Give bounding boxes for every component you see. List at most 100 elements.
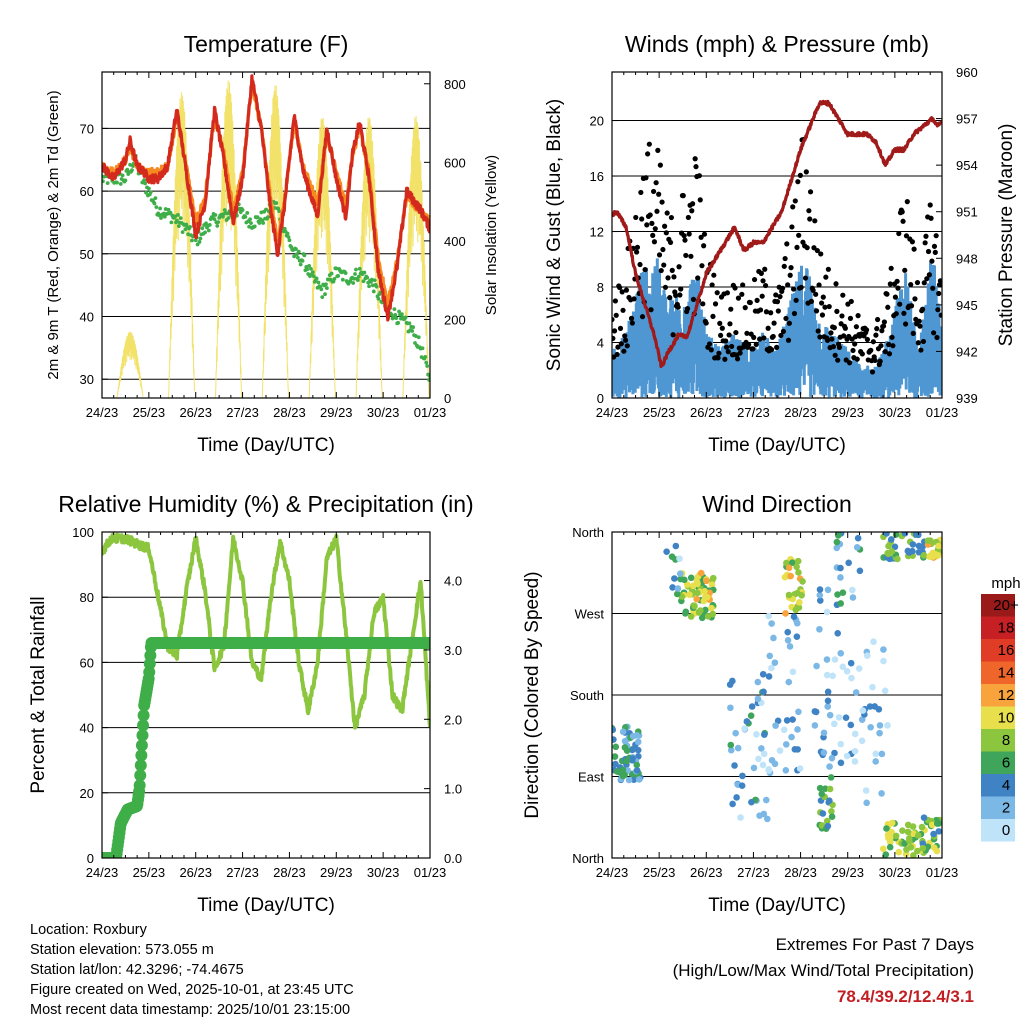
direction-point [783,717,791,724]
gust-point [868,347,874,353]
dewpoint-point [314,276,319,281]
gust-point [633,214,639,221]
x-tick-label: 26/23 [179,405,212,420]
dewpoint-point [118,182,123,186]
gust-point [639,216,645,222]
direction-point [883,825,890,832]
direction-point [824,703,832,710]
gust-point [669,267,675,273]
x-tick-label: 25/23 [643,405,676,420]
direction-point [635,776,643,783]
gust-point [697,197,703,203]
gust-point [914,279,921,286]
y-tick-label: 0 [87,851,94,866]
direction-point [619,728,627,736]
gust-point [793,297,799,303]
gust-point [840,292,846,298]
winds-ylabel: Sonic Wind & Gust (Blue, Black) [544,99,565,371]
direction-point [904,821,912,829]
gust-point [709,282,715,288]
direction-point [827,774,835,781]
direction-point [698,614,706,622]
gust-point [921,280,927,286]
gust-point [724,290,731,296]
dewpoint-point [200,226,205,231]
y-tick-label: 8 [597,280,604,295]
precip-series [102,636,430,858]
gust-point [820,294,826,300]
direction-xlabel: Time (Day/UTC) [708,895,846,916]
direction-point [634,746,642,754]
direction-point [878,790,885,797]
gust-point [644,222,650,228]
gust-point [656,252,663,258]
gust-point [653,180,659,186]
station-info: Location: Roxbury Station elevation: 573… [30,920,354,1020]
gust-point [908,282,914,288]
dewpoint-point [300,258,305,263]
dewpoint-point [255,215,260,220]
gust-point [763,309,770,315]
gust-point [686,231,692,237]
direction-point [791,746,799,753]
gust-point [818,300,825,306]
gust-point [698,234,704,240]
direction-point [823,817,831,825]
direction-point [671,575,678,582]
gust-point [647,212,653,218]
direction-point [920,552,928,559]
direction-point [823,671,831,679]
gust-point [657,162,663,168]
direction-point [828,754,836,762]
y2-tick-label: 4.0 [444,574,462,589]
winds-xlabel: Time (Day/UTC) [708,435,846,456]
dewpoint-point [243,215,248,219]
direction-point [869,683,876,691]
gust-point [612,316,615,323]
direction-point [887,536,895,543]
temperature-title: Temperature (F) [184,31,349,57]
gust-point [788,264,794,271]
direction-point [786,643,794,650]
direction-point [737,814,744,821]
gust-point [835,357,841,363]
direction-point [880,657,887,665]
direction-point [843,667,851,675]
gust-point [936,282,942,288]
dewpoint-point [351,281,356,285]
dewpoint-point [420,346,425,351]
gust-point [918,347,924,353]
colorbar-label: 10 [998,710,1015,727]
direction-point [929,553,937,560]
colorbar-swatch [981,706,1015,729]
gust-point [885,304,891,310]
x-tick-label: 29/23 [320,865,353,880]
gust-point [676,264,682,270]
gust-point [751,334,757,341]
dewpoint-point [403,315,408,320]
direction-point [819,810,827,817]
y2-tick-label: 0 [444,391,451,406]
direction-point [826,797,833,804]
dewpoint-point [329,271,334,276]
gust-point [925,248,932,255]
gust-point [770,333,776,340]
direction-point [784,637,792,644]
direction-point [785,591,793,599]
direction-point [612,736,617,743]
dewpoint-point [286,235,291,239]
direction-point [799,578,806,585]
gust-point [888,265,894,271]
direction-point [687,574,695,582]
dewpoint-point [305,267,310,272]
direction-point [872,750,880,758]
dewpoint-point [394,316,399,320]
gust-point [648,307,654,313]
gust-point [815,328,821,334]
direction-point [766,652,774,660]
gust-point [726,332,732,338]
x-tick-label: 29/23 [831,865,864,880]
gust-point [774,299,781,305]
gust-point [931,243,938,249]
gust-point [706,341,713,347]
